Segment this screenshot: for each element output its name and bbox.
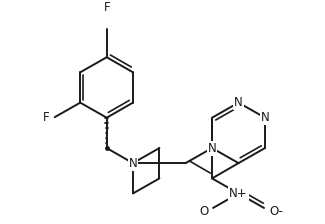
Text: N: N xyxy=(208,142,216,155)
Text: F: F xyxy=(43,111,50,124)
Text: O: O xyxy=(199,205,208,218)
Text: F: F xyxy=(103,1,110,14)
Text: N: N xyxy=(129,157,137,170)
Text: N+: N+ xyxy=(229,187,248,200)
Text: N: N xyxy=(261,111,269,124)
Text: O-: O- xyxy=(269,205,283,218)
Text: N: N xyxy=(234,96,243,109)
